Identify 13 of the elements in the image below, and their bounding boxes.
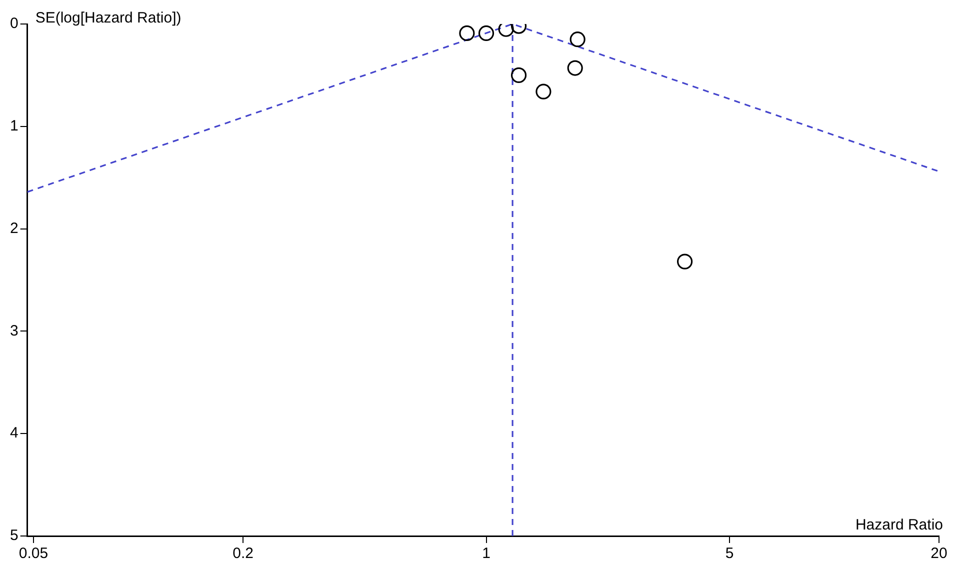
y-tick-label: 0: [10, 15, 18, 32]
x-tick-label: 0.05: [18, 545, 48, 562]
y-tick-label: 5: [10, 527, 18, 544]
x-tick-label: 0.2: [232, 545, 254, 562]
x-tick-label: 20: [930, 545, 948, 562]
x-axis-title: Hazard Ratio: [855, 516, 943, 534]
y-axis-title: SE(log[Hazard Ratio]): [35, 10, 182, 27]
x-tick-label: 1: [482, 545, 490, 562]
y-tick-label: 1: [10, 118, 18, 135]
x-tick-label: 5: [725, 545, 734, 562]
y-tick-label: 4: [10, 424, 18, 442]
y-tick-label: 2: [10, 220, 18, 237]
y-tick-label: 3: [10, 322, 18, 340]
